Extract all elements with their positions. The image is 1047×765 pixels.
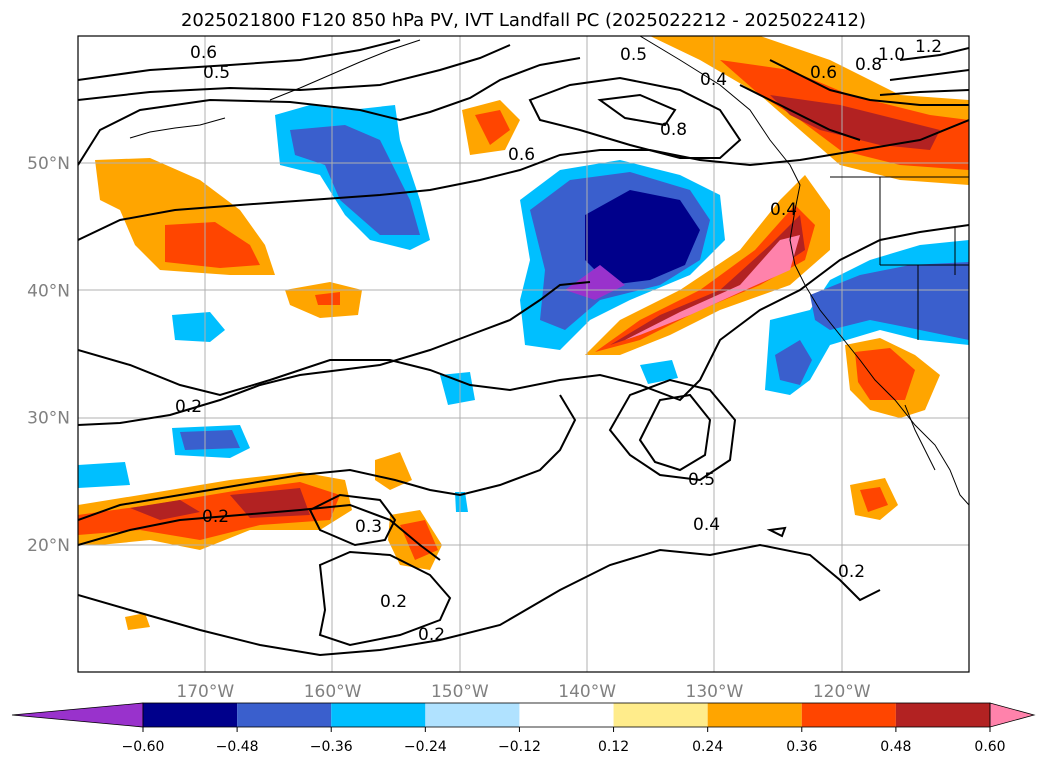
colorbar-bin xyxy=(613,703,708,727)
contour-label: 0.5 xyxy=(688,470,715,490)
contour-label: 0.2 xyxy=(380,592,407,612)
colorbar-extend-high xyxy=(989,702,1036,728)
longitude-ticks: 170°W 160°W 150°W 140°W 130°W 120°W xyxy=(176,682,870,702)
colorbar-tick-label: 0.48 xyxy=(880,739,911,755)
colorbar-tick-label: 0.36 xyxy=(786,739,817,755)
contour-label: 0.2 xyxy=(418,625,445,645)
colorbar-bin xyxy=(519,703,614,727)
contour-label: 0.2 xyxy=(202,507,229,527)
colorbar-tick-label: −0.12 xyxy=(498,739,541,755)
contour-label: 0.6 xyxy=(508,145,535,165)
contour-label: 0.6 xyxy=(810,63,837,83)
colorbar-bin xyxy=(707,703,802,727)
contour-label: 0.4 xyxy=(693,515,720,535)
colorbar-tick-label: 0.60 xyxy=(974,739,1005,755)
lon-tick-label: 160°W xyxy=(304,682,362,702)
colorbar-extend-low xyxy=(11,702,144,728)
colorbar-bin xyxy=(237,703,332,727)
colorbar-bin xyxy=(801,703,896,727)
map-frame xyxy=(77,35,970,673)
lat-tick-label: 50°N xyxy=(27,154,70,174)
lat-tick-label: 40°N xyxy=(27,281,70,301)
lat-tick-label: 30°N xyxy=(27,409,70,429)
contour-label: 1.2 xyxy=(915,37,942,57)
colorbar-bin xyxy=(143,703,238,727)
contour-label: 0.6 xyxy=(190,43,217,63)
lat-tick-label: 20°N xyxy=(27,536,70,556)
lon-tick-label: 150°W xyxy=(431,682,489,702)
contour-label: 0.4 xyxy=(770,200,797,220)
lon-tick-label: 170°W xyxy=(176,682,234,702)
contour-label: 0.8 xyxy=(855,55,882,75)
contour-label: 0.5 xyxy=(620,45,647,65)
contour-label: 0.8 xyxy=(660,120,687,140)
colorbar-frame xyxy=(142,702,991,728)
lon-tick-label: 130°W xyxy=(686,682,744,702)
contour-label: 0.4 xyxy=(700,70,727,90)
colorbar-bin xyxy=(425,703,520,727)
map-content: 0.6 0.5 0.6 0.8 0.4 1.0 1.2 0.8 0.6 0.2 … xyxy=(78,36,969,672)
contour-label: 0.2 xyxy=(838,562,865,582)
colorbar-bin xyxy=(331,703,426,727)
colorbar: −0.60 −0.48 −0.36 −0.24 −0.12 0.12 0.24 0.36 0.4… xyxy=(11,702,1036,755)
contour-label: 0.5 xyxy=(203,63,230,83)
contour-labels: 0.6 0.5 0.6 0.8 0.4 1.0 1.2 0.8 0.6 0.2 … xyxy=(175,37,942,645)
pv-anomaly-fills xyxy=(78,36,969,630)
lon-tick-label: 140°W xyxy=(558,682,616,702)
contour-label: 0.3 xyxy=(355,517,382,537)
lon-tick-label: 120°W xyxy=(813,682,871,702)
colorbar-tick-label: 0.12 xyxy=(598,739,629,755)
colorbar-bin xyxy=(895,703,990,727)
colorbar-tick-label: −0.24 xyxy=(404,739,447,755)
colorbar-tick-label: −0.60 xyxy=(122,739,165,755)
chart-title: 2025021800 F120 850 hPa PV, IVT Landfall… xyxy=(180,10,867,31)
colorbar-tick-label: −0.36 xyxy=(310,739,353,755)
pv-contours xyxy=(78,39,969,657)
colorbar-tick-label: −0.48 xyxy=(216,739,259,755)
contour-label: 1.0 xyxy=(878,45,905,65)
contour-label: 0.2 xyxy=(175,397,202,417)
latitude-ticks: 50°N 40°N 30°N 20°N xyxy=(27,154,70,556)
colorbar-tick-label: 0.24 xyxy=(692,739,723,755)
